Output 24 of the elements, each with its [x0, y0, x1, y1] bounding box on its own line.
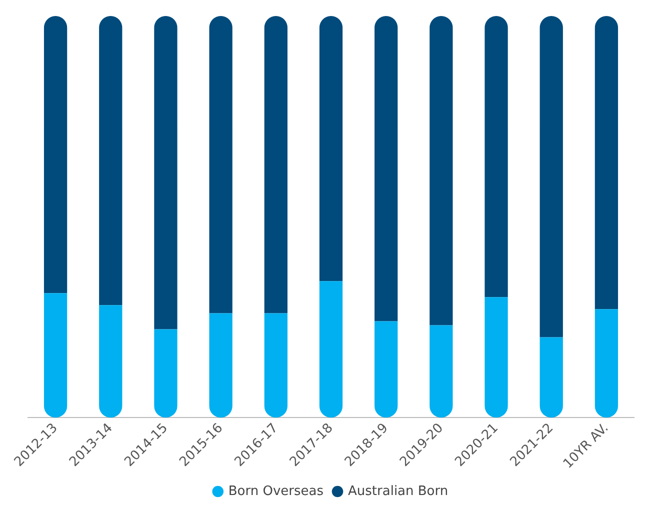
bar: [374, 16, 398, 322]
bar: [374, 321, 398, 418]
bar: [264, 16, 288, 314]
bar: [484, 297, 508, 418]
bar: [99, 16, 122, 306]
bar: [44, 293, 68, 418]
bar: [154, 329, 178, 418]
legend-label: Born Overseas: [228, 484, 324, 499]
bar: [484, 16, 508, 298]
bar: [154, 16, 178, 330]
bar: [319, 281, 343, 418]
legend-label: Australian Born: [348, 484, 448, 499]
bar: [540, 16, 563, 338]
bar: [594, 16, 618, 310]
bar: [209, 313, 232, 418]
bar: [594, 309, 618, 418]
bar: [264, 313, 288, 418]
bar: [430, 16, 453, 326]
bar: [99, 305, 122, 418]
bar: [540, 337, 563, 418]
bar: [209, 16, 232, 314]
bar: [430, 325, 453, 418]
bar: [44, 16, 68, 294]
bar: [319, 16, 343, 282]
